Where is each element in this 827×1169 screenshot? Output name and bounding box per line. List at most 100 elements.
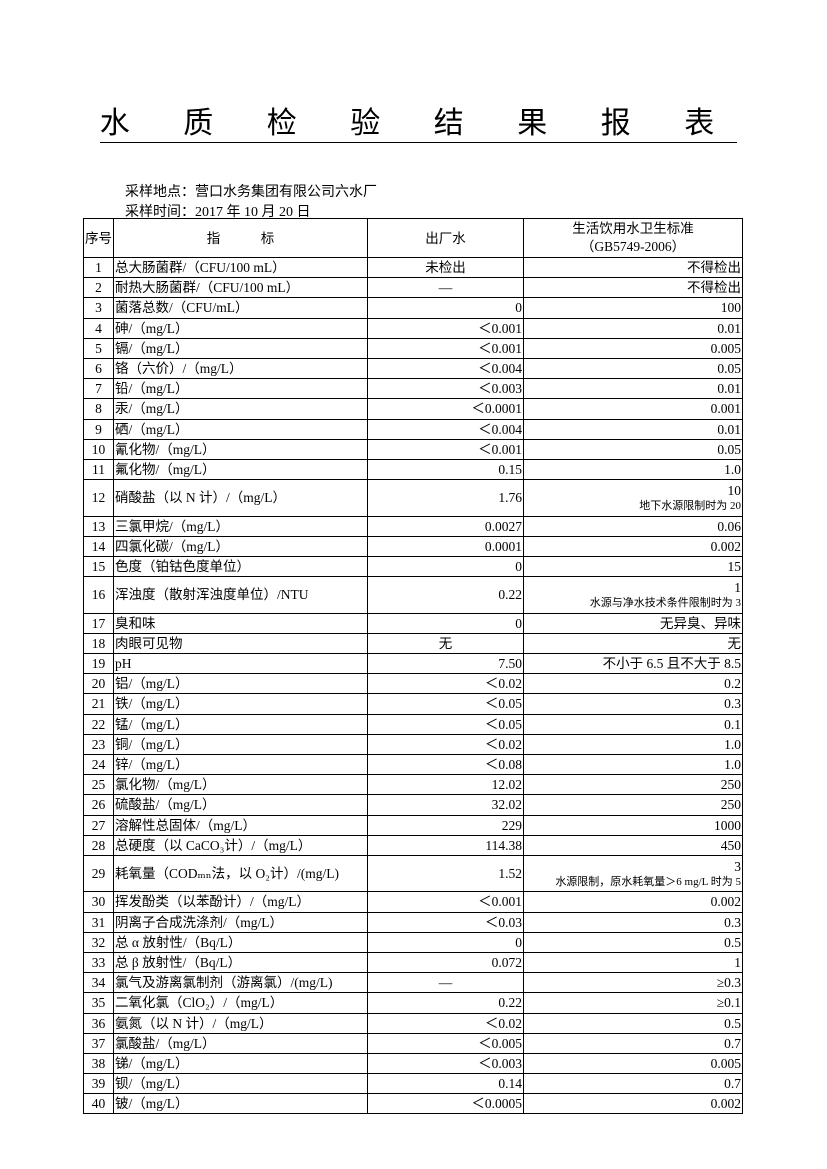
indicator-name: 溶解性总固体/（mg/L） xyxy=(113,814,368,836)
outlet-water-value: ＜0.001 xyxy=(367,317,524,339)
table-row: 19 pH 7.50 不小于 6.5 且不大于 8.5 xyxy=(83,652,743,675)
report-title: 水 质 检 验 结 果 报 表 xyxy=(0,98,827,143)
row-number: 16 xyxy=(83,576,114,614)
row-number: 24 xyxy=(83,753,114,776)
outlet-water-value: 0.0001 xyxy=(367,535,524,557)
outlet-water-value: ＜0.001 xyxy=(367,438,524,460)
standard-limit: 250 xyxy=(523,794,743,816)
row-number: 18 xyxy=(83,632,114,655)
indicator-name: 铜/（mg/L） xyxy=(113,733,368,755)
table-row: 6 铬（六价）/（mg/L） ＜0.004 0.05 xyxy=(83,357,743,380)
table-row: 29 耗氧量（CODₘₙ法，以 O₂计）/(mg/L) 1.52 3 水源限制，原水耗氧… xyxy=(83,854,743,893)
header-standard-code: （GB5749-2006） xyxy=(580,239,686,254)
table-row: 18 肉眼可见物无无 xyxy=(83,632,743,655)
header-indicator: 指 标 xyxy=(113,218,368,258)
outlet-water-value: 0 xyxy=(367,297,524,319)
table-row: 40 铍/（mg/L） ＜0.0005 0.002 xyxy=(83,1093,743,1115)
outlet-water-value: 0 xyxy=(367,555,524,578)
row-number: 13 xyxy=(83,515,114,537)
row-number: 25 xyxy=(83,774,114,796)
header-standard: 生活饮用水卫生标准 （GB5749-2006） xyxy=(523,218,743,258)
row-number: 4 xyxy=(83,317,114,339)
table-row: 30 挥发酚类（以苯酚计）/（mg/L） ＜0.001 0.002 xyxy=(83,891,743,913)
standard-limit: 0.7 xyxy=(523,1032,743,1054)
outlet-water-value: 0.0027 xyxy=(367,515,524,537)
outlet-water-value: 1.52 xyxy=(367,854,524,893)
indicator-name: 铅/（mg/L） xyxy=(113,378,368,400)
row-number: 20 xyxy=(83,673,114,695)
standard-limit: ≥0.3 xyxy=(523,972,743,994)
row-number: 17 xyxy=(83,612,114,634)
indicator-name: 四氯化碳/（mg/L） xyxy=(113,535,368,557)
outlet-water-value: 0.072 xyxy=(367,951,524,974)
standard-limit: 0.001 xyxy=(523,398,743,420)
row-number: 34 xyxy=(83,972,114,994)
outlet-water-value: ＜0.02 xyxy=(367,1012,524,1034)
table-row: 39 钡/（mg/L） 0.14 0.7 xyxy=(83,1073,743,1095)
table-row: 8 汞/（mg/L） ＜0.0001 0.001 xyxy=(83,398,743,420)
standard-limit: 0.005 xyxy=(523,337,743,359)
indicator-name: 锌/（mg/L） xyxy=(113,753,368,776)
row-number: 28 xyxy=(83,834,114,856)
table-row: 21 铁/（mg/L） ＜0.05 0.3 xyxy=(83,693,743,715)
indicator-name: 铁/（mg/L） xyxy=(113,693,368,715)
table-header-row: 序号 指 标 出厂水 生活饮用水卫生标准 （GB5749-2006） xyxy=(83,218,743,258)
standard-limit: 不小于 6.5 且不大于 8.5 xyxy=(523,652,743,675)
table-row: 38 锑/（mg/L） ＜0.003 0.005 xyxy=(83,1052,743,1075)
outlet-water-value: ＜0.004 xyxy=(367,357,524,380)
table-row: 23 铜/（mg/L） ＜0.02 1.0 xyxy=(83,733,743,755)
outlet-water-value: ＜0.004 xyxy=(367,418,524,440)
row-number: 29 xyxy=(83,854,114,893)
indicator-name: 总 β 放射性/（Bq/L） xyxy=(113,951,368,974)
outlet-water-value: ＜0.03 xyxy=(367,911,524,933)
standard-limit: 1000 xyxy=(523,814,743,836)
row-number: 31 xyxy=(83,911,114,933)
standard-limit: 0.3 xyxy=(523,693,743,715)
standard-limit: 0.005 xyxy=(523,1052,743,1075)
outlet-water-value: ＜0.05 xyxy=(367,713,524,735)
row-number: 12 xyxy=(83,479,114,517)
table-row: 12 硝酸盐（以 N 计）/（mg/L） 1.76 10 地下水源限制时为 20 xyxy=(83,479,743,517)
standard-limit: 0.05 xyxy=(523,357,743,380)
standard-limit: 0.3 xyxy=(523,911,743,933)
table-row: 1 总大肠菌群/（CFU/100 mL） 未检出 不得检出 xyxy=(83,256,743,279)
row-number: 36 xyxy=(83,1012,114,1034)
standard-limit: 无异臭、异味 xyxy=(523,612,743,634)
indicator-name: 汞/（mg/L） xyxy=(113,398,368,420)
row-number: 33 xyxy=(83,951,114,974)
row-number: 38 xyxy=(83,1052,114,1075)
standard-value: 10 xyxy=(727,483,742,499)
indicator-name: 阴离子合成洗涤剂/（mg/L） xyxy=(113,911,368,933)
standard-limit: 3 水源限制，原水耗氧量＞6 mg/L 时为 5 xyxy=(523,854,743,893)
row-number: 2 xyxy=(83,277,114,299)
indicator-name: 浑浊度（散射浑浊度单位）/NTU xyxy=(113,576,368,614)
table-row: 35 二氧化氯（ClO₂）/（mg/L） 0.22 ≥0.1 xyxy=(83,992,743,1014)
standard-note: 水源与净水技术条件限制时为 3 xyxy=(589,597,741,610)
table-row: 32 总 α 放射性/（Bq/L） 0 0.5 xyxy=(83,931,743,953)
indicator-name: 耐热大肠菌群/（CFU/100 mL） xyxy=(113,277,368,299)
standard-limit: 0.01 xyxy=(523,418,743,440)
standard-note: 水源限制，原水耗氧量＞6 mg/L 时为 5 xyxy=(555,876,741,889)
table-row: 11 氟化物/（mg/L） 0.15 1.0 xyxy=(83,458,743,481)
outlet-water-value: ＜0.08 xyxy=(367,753,524,776)
table-row: 28 总硬度（以 CaCO₃计）/（mg/L） 114.38 450 xyxy=(83,834,743,856)
row-number: 40 xyxy=(83,1093,114,1115)
standard-limit: 1.0 xyxy=(523,458,743,481)
indicator-name: 三氯甲烷/（mg/L） xyxy=(113,515,368,537)
standard-limit: 0.05 xyxy=(523,438,743,460)
standard-limit: 100 xyxy=(523,297,743,319)
indicator-name: 氰化物/（mg/L） xyxy=(113,438,368,460)
indicator-name: 氯气及游离氯制剂（游离氯）/(mg/L) xyxy=(113,972,368,994)
row-number: 7 xyxy=(83,378,114,400)
table-row: 16 浑浊度（散射浑浊度单位）/NTU 0.22 1 水源与净水技术条件限制时为 3 xyxy=(83,576,743,614)
standard-limit: 1.0 xyxy=(523,733,743,755)
outlet-water-value: 229 xyxy=(367,814,524,836)
indicator-name: 色度（铂钴色度单位） xyxy=(113,555,368,578)
table-row: 15 色度（铂钴色度单位） 0 15 xyxy=(83,555,743,578)
table-row: 3 菌落总数/（CFU/mL） 0 100 xyxy=(83,297,743,319)
table-row: 27 溶解性总固体/（mg/L） 229 1000 xyxy=(83,814,743,836)
standard-limit: 无 xyxy=(523,632,743,655)
standard-limit: 10 地下水源限制时为 20 xyxy=(523,479,743,517)
table-row: 2 耐热大肠菌群/（CFU/100 mL） — 不得检出 xyxy=(83,277,743,299)
